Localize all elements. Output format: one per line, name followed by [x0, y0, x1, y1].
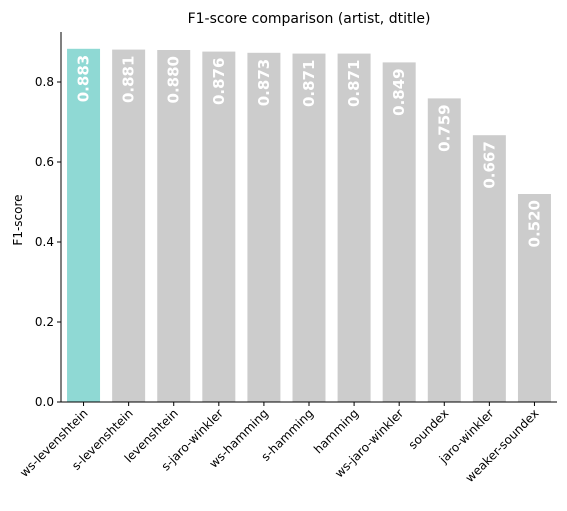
data-label-ws-hamming: 0.873	[255, 59, 273, 106]
chart-title: F1-score comparison (artist, dtitle)	[188, 11, 431, 27]
x-tick-label-soundex: soundex	[406, 406, 452, 452]
y-tick-label: 0.8	[35, 75, 54, 89]
data-label-s-levenshtein: 0.881	[120, 56, 138, 103]
bar-ws-jaro-winkler	[382, 62, 416, 403]
bar-ws-hamming	[247, 52, 281, 403]
bar-jaro-winkler	[472, 135, 506, 402]
bar-labels-group: 0.883 0.881 0.880 0.876 0.873 0.871 0.871 0.849…	[75, 55, 544, 248]
data-label-soundex: 0.759	[435, 104, 453, 151]
y-axis-label: F1-score	[11, 194, 25, 245]
data-label-weaker-soundex: 0.520	[525, 200, 543, 247]
bars-group	[67, 48, 551, 403]
bar-hamming	[337, 53, 371, 402]
data-label-s-hamming: 0.871	[300, 60, 318, 107]
bar-levenshtein	[157, 50, 191, 402]
data-label-ws-jaro-winkler: 0.849	[390, 68, 408, 115]
bar-weaker-soundex	[517, 194, 551, 402]
y-axis: 0.0 0.2 0.4 0.6 0.8	[35, 32, 62, 409]
bar-ws-levenshtein	[67, 48, 101, 403]
bar-s-levenshtein	[112, 49, 146, 402]
bar-s-hamming	[292, 53, 326, 402]
y-tick-label: 0.2	[35, 315, 54, 329]
data-label-ws-levenshtein: 0.883	[75, 55, 93, 102]
data-label-jaro-winkler: 0.667	[480, 141, 498, 188]
x-axis: ws-levenshteins-levenshteinlevenshteins-…	[17, 401, 557, 485]
y-tick-label: 0.0	[35, 395, 54, 409]
data-label-hamming: 0.871	[345, 60, 363, 107]
bar-s-jaro-winkler	[202, 51, 236, 402]
data-label-s-jaro-winkler: 0.876	[210, 58, 228, 105]
bar-soundex	[427, 98, 461, 403]
y-tick-label: 0.6	[35, 155, 54, 169]
y-tick-label: 0.4	[35, 235, 54, 249]
data-label-levenshtein: 0.880	[165, 56, 183, 103]
